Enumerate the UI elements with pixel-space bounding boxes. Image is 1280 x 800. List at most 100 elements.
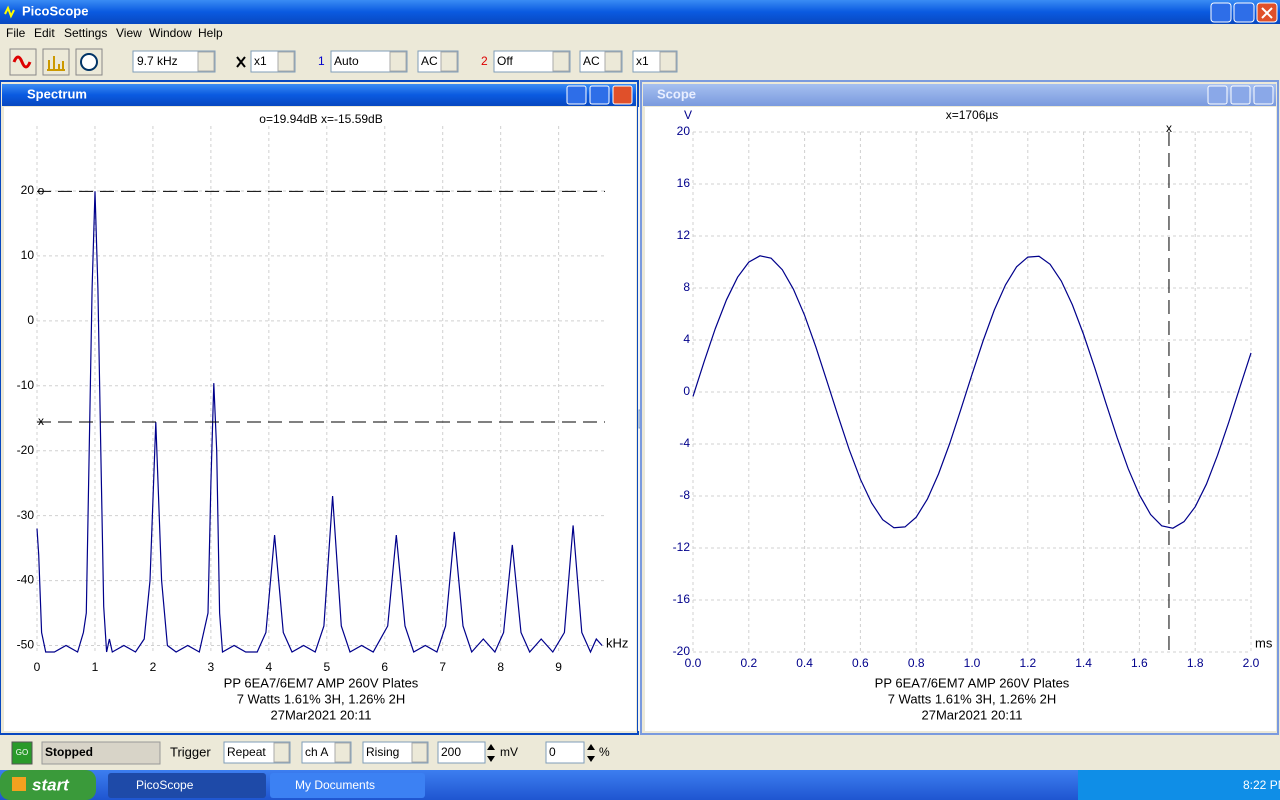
menu-item[interactable]: View (116, 26, 142, 40)
dropdown-arrow[interactable] (604, 51, 622, 72)
menu-item[interactable]: Help (198, 26, 223, 40)
x-tick-label: 0 (34, 660, 41, 674)
y-tick-label: -10 (17, 378, 35, 392)
x-tick-label: 0.6 (852, 656, 869, 670)
ch1-range: Auto (334, 54, 359, 68)
minimize-button[interactable] (1210, 2, 1232, 23)
delay-unit: % (599, 745, 610, 759)
dropdown-arrow[interactable] (440, 51, 458, 72)
dropdown-arrow[interactable] (197, 51, 215, 72)
y-tick-label: 20 (21, 183, 35, 197)
close-button[interactable] (612, 85, 633, 105)
system-tray (1078, 770, 1280, 800)
ch2-range-select[interactable] (493, 50, 571, 73)
trigger-mode: Repeat (227, 745, 266, 759)
icon (12, 55, 32, 69)
footer-line: 27Mar2021 20:11 (271, 707, 372, 722)
x-tick-label: 1.8 (1187, 656, 1204, 670)
trigger-label: Trigger (170, 744, 211, 759)
trigger-channel: ch A (305, 745, 328, 759)
dropdown-arrow[interactable] (273, 742, 290, 763)
dropdown-arrow[interactable] (411, 742, 428, 763)
x-unit: ms (1255, 635, 1273, 650)
start-label: start (32, 775, 70, 794)
ch2-mult: x1 (636, 54, 649, 68)
app-icon (4, 5, 15, 19)
y-tick-label: 0 (683, 384, 690, 398)
delay-input[interactable] (545, 741, 585, 764)
dropdown-arrow[interactable] (389, 51, 407, 72)
x-unit: kHz (606, 635, 628, 650)
y-tick-label: -50 (17, 638, 35, 652)
y-tick-label: 12 (677, 228, 691, 242)
dropdown-arrow[interactable] (659, 51, 677, 72)
toolbar: 9.7 kHz x1 1 Auto AC 2 Off AC x1 (9, 48, 678, 76)
maximize-button[interactable] (589, 85, 610, 105)
y-tick-label: 4 (683, 332, 690, 346)
minimize-button[interactable] (1207, 85, 1228, 105)
restore-button[interactable] (1233, 2, 1255, 23)
x-tick-label: 8 (497, 660, 504, 674)
x-tick-label: 9 (555, 660, 562, 674)
x-tick-label: 2 (150, 660, 157, 674)
x-mult-value: x1 (254, 54, 267, 68)
x-tick-label: 7 (439, 660, 446, 674)
y-tick-label: -20 (673, 644, 691, 658)
icon (47, 56, 65, 71)
close-icon (1261, 7, 1273, 19)
spinner[interactable] (587, 744, 595, 762)
clock: 8:22 PM (1243, 778, 1280, 792)
x-tick-label: 5 (323, 660, 330, 674)
menu-item[interactable]: File (6, 26, 26, 40)
x-tick-label: 4 (265, 660, 272, 674)
timebase-value: 9.7 kHz (137, 54, 178, 68)
y-tick-label: 16 (677, 176, 691, 190)
y-tick-label: -16 (673, 592, 691, 606)
title-bar (0, 0, 1280, 24)
scope-plot-area (645, 107, 1276, 731)
status-bar: GO Stopped Trigger Repeat ch A Rising 20… (11, 741, 610, 765)
task-button[interactable] (108, 773, 266, 798)
menu-item[interactable]: Settings (64, 26, 107, 40)
dropdown-arrow[interactable] (334, 742, 351, 763)
cursor-readout: x=1706µs (946, 108, 999, 122)
cursor-marker: o (38, 183, 45, 197)
go-label: GO (16, 748, 28, 757)
icon (80, 53, 98, 71)
task-button[interactable] (270, 773, 425, 798)
x-tick-label: 1.0 (964, 656, 981, 670)
go-button[interactable] (11, 741, 33, 765)
dropdown-arrow[interactable] (277, 51, 295, 72)
level-unit: mV (500, 745, 518, 759)
windows-logo (12, 777, 26, 791)
minimize-button[interactable] (566, 85, 587, 105)
ch1-range-select[interactable] (330, 50, 408, 73)
maximize-button[interactable] (1230, 85, 1251, 105)
trigger-level: 200 (441, 745, 461, 759)
menu-item[interactable]: Edit (34, 26, 55, 40)
x-tick-label: 0.8 (908, 656, 925, 670)
y-tick-label: 8 (683, 280, 690, 294)
y-tick-label: -12 (673, 540, 691, 554)
footer-line: 27Mar2021 20:11 (922, 707, 1023, 722)
y-tick-label: -20 (17, 443, 35, 457)
channel-label: 1 (318, 54, 325, 68)
x-tick-label: 6 (381, 660, 388, 674)
y-tick-label: -8 (679, 488, 690, 502)
close-button[interactable] (1253, 85, 1274, 105)
window-title: Spectrum (27, 86, 87, 101)
menu-bar: File Edit Settings View Window Help (6, 26, 223, 40)
x-tick-label: 3 (208, 660, 215, 674)
menu-item[interactable]: Window (149, 26, 192, 40)
ch2-coupling: AC (583, 54, 600, 68)
x-tick-label: 0.2 (740, 656, 757, 670)
dropdown-arrow[interactable] (552, 51, 570, 72)
footer-line: 7 Watts 1.61% 3H, 1.26% 2H (237, 691, 406, 706)
trigger-edge: Rising (366, 745, 399, 759)
timebase-select[interactable] (132, 50, 216, 73)
trigger-level-input[interactable] (437, 741, 486, 764)
spinner[interactable] (487, 744, 495, 762)
x-tick-label: 1 (92, 660, 99, 674)
spectrum-view-button[interactable] (42, 48, 70, 76)
